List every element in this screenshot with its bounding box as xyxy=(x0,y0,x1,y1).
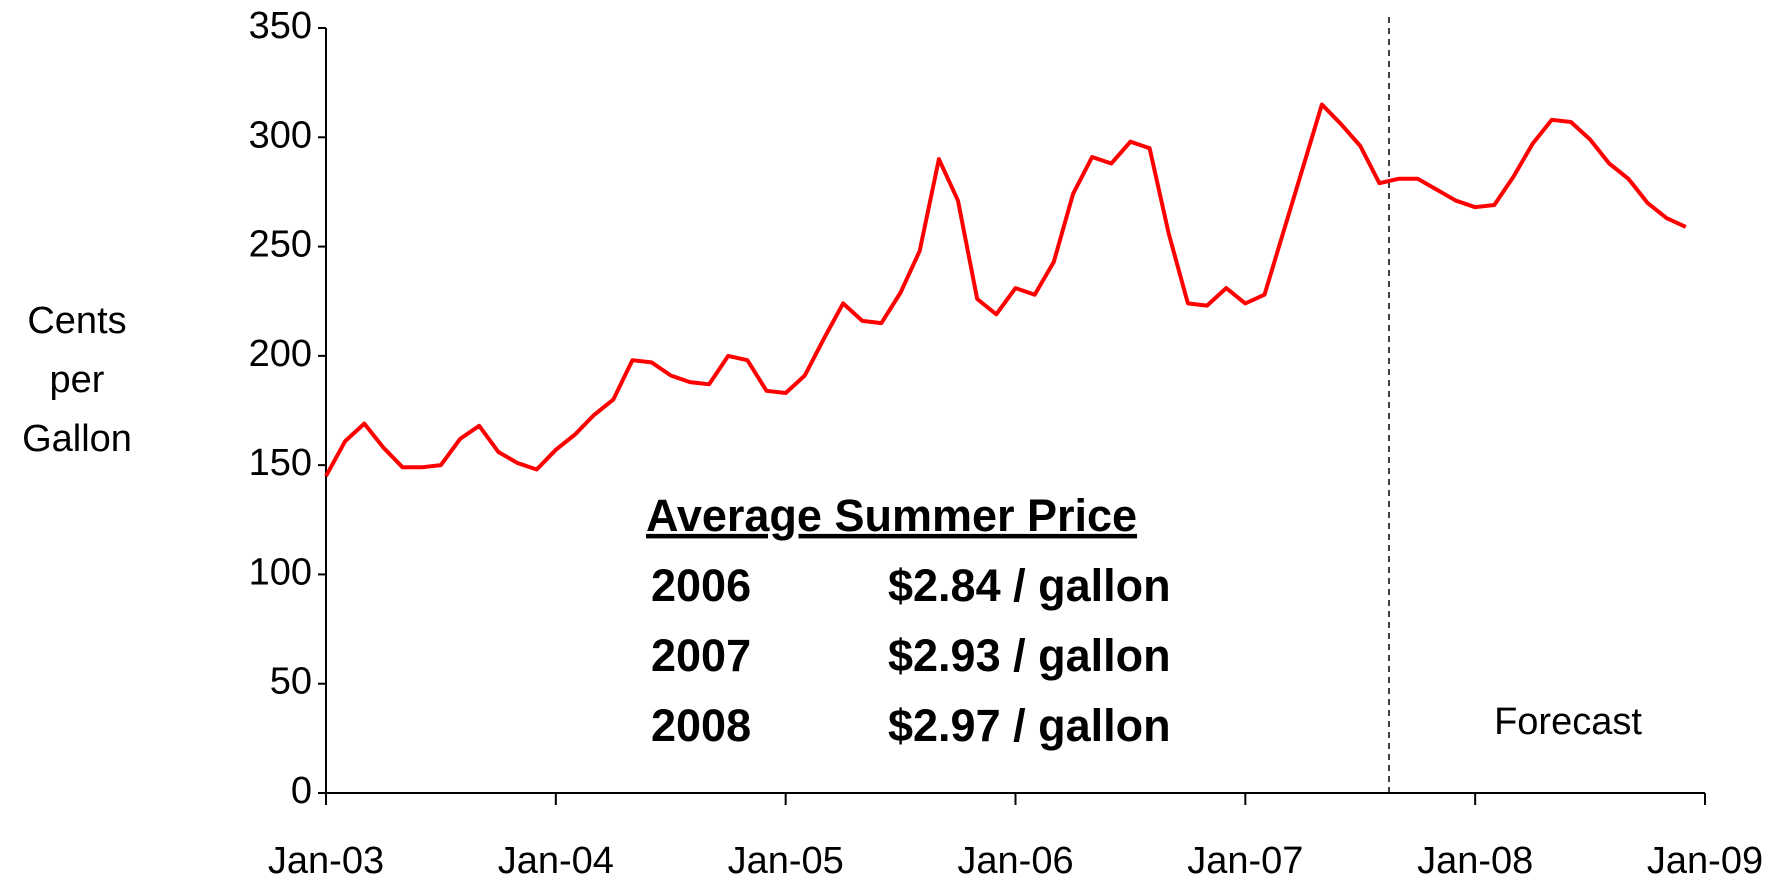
inset-year: 2006 xyxy=(651,560,751,611)
inset-year: 2007 xyxy=(651,630,751,681)
inset-price: $2.84 / gallon xyxy=(888,560,1171,611)
forecast-label: Forecast xyxy=(1494,701,1642,743)
inset-title: Average Summer Price xyxy=(646,490,1137,541)
y-tick-label: 200 xyxy=(249,333,312,375)
x-tick-label: Jan-04 xyxy=(498,840,614,882)
y-tick-label: 50 xyxy=(270,661,312,703)
y-tick-label: 250 xyxy=(249,224,312,266)
y-tick-label: 150 xyxy=(249,442,312,484)
y-tick-label: 300 xyxy=(249,114,312,156)
inset-year: 2008 xyxy=(651,700,751,751)
y-tick-label: 0 xyxy=(291,770,312,812)
y-axis-label: Cents xyxy=(27,300,126,342)
x-tick-label: Jan-06 xyxy=(957,840,1073,882)
y-tick-label: 350 xyxy=(249,5,312,47)
x-tick-label: Jan-07 xyxy=(1187,840,1303,882)
x-tick-label: Jan-09 xyxy=(1647,840,1763,882)
y-axis-label: Gallon xyxy=(22,418,132,460)
price-line xyxy=(324,102,1687,478)
inset-price: $2.93 / gallon xyxy=(888,630,1171,681)
y-tick-label: 100 xyxy=(249,551,312,593)
x-tick-label: Jan-03 xyxy=(268,840,384,882)
inset-price: $2.97 / gallon xyxy=(888,700,1171,751)
x-tick-label: Jan-08 xyxy=(1417,840,1533,882)
y-axis-label: per xyxy=(50,359,105,401)
x-tick-label: Jan-05 xyxy=(728,840,844,882)
